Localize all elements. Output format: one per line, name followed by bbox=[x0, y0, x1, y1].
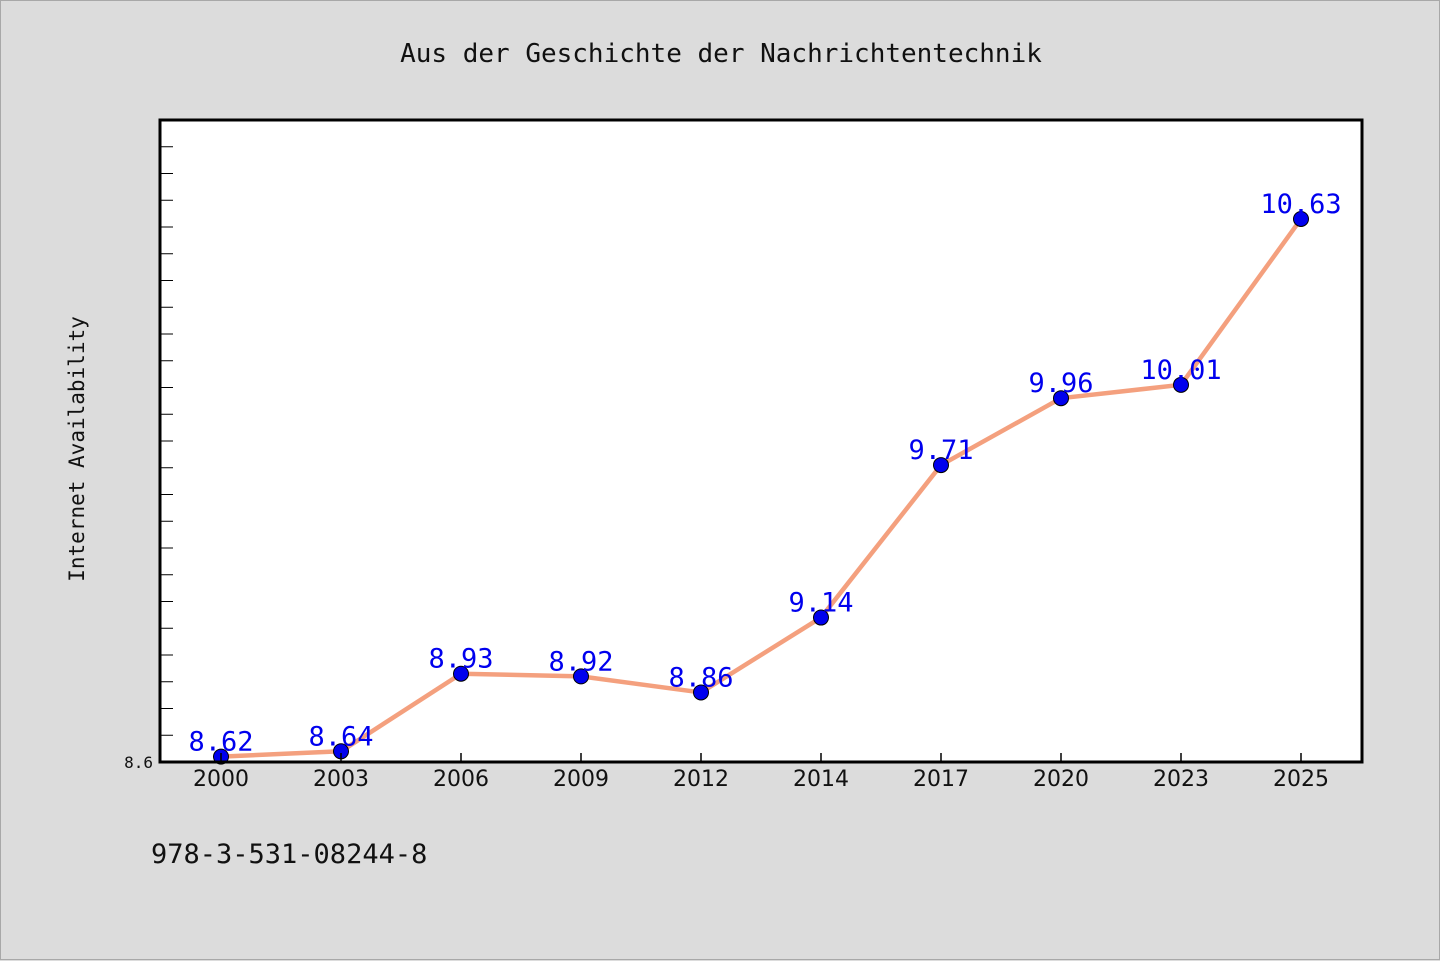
x-tick-label: 2006 bbox=[433, 767, 489, 792]
data-label: 9.71 bbox=[908, 435, 973, 466]
x-tick-label: 2000 bbox=[193, 767, 249, 792]
x-tick-label: 2020 bbox=[1033, 767, 1089, 792]
data-point bbox=[693, 684, 709, 701]
plot-frame bbox=[158, 118, 1364, 764]
series-group bbox=[213, 210, 1309, 765]
x-tick-label: 2025 bbox=[1273, 767, 1329, 792]
data-point bbox=[813, 609, 829, 626]
chart-title: Aus der Geschichte der Nachrichtentechni… bbox=[400, 39, 1042, 69]
x-tick-label: 2014 bbox=[793, 767, 849, 792]
x-tick-label: 2003 bbox=[313, 767, 369, 792]
data-point bbox=[1293, 210, 1309, 227]
x-tick-label: 2023 bbox=[1153, 767, 1209, 792]
data-label: 8.86 bbox=[668, 662, 733, 693]
data-label: 8.62 bbox=[188, 727, 253, 758]
data-label: 10.63 bbox=[1260, 189, 1341, 220]
data-point bbox=[453, 665, 469, 682]
y-axis-ticks: 8.6 bbox=[124, 146, 173, 772]
y-axis-label: Internet Availability bbox=[65, 316, 89, 582]
series-line bbox=[218, 216, 1304, 759]
x-axis-ticks: 2000 2003 2006 2009 2012 2014 2017 2020 2023 2025 bbox=[193, 753, 1329, 792]
data-labels: 8.62 8.64 8.93 8.92 8.86 9.14 9.71 9.96 10.01 10.… bbox=[188, 189, 1341, 758]
data-label: 8.64 bbox=[308, 721, 373, 752]
data-label: 8.93 bbox=[428, 644, 493, 675]
x-tick-label: 2009 bbox=[553, 767, 609, 792]
data-label: 8.92 bbox=[548, 646, 613, 677]
data-label: 9.96 bbox=[1028, 368, 1093, 399]
data-point bbox=[933, 457, 949, 474]
data-point bbox=[1053, 390, 1069, 407]
y-tick-label: 8.6 bbox=[124, 753, 153, 772]
x-tick-label: 2017 bbox=[913, 767, 969, 792]
data-label: 9.14 bbox=[788, 588, 853, 619]
data-point bbox=[573, 668, 589, 685]
plot-area bbox=[160, 120, 1362, 762]
x-tick-label: 2012 bbox=[673, 767, 729, 792]
isbn-footer: 978-3-531-08244-8 bbox=[151, 839, 427, 870]
data-point bbox=[1173, 376, 1189, 393]
data-label: 10.01 bbox=[1140, 355, 1221, 386]
